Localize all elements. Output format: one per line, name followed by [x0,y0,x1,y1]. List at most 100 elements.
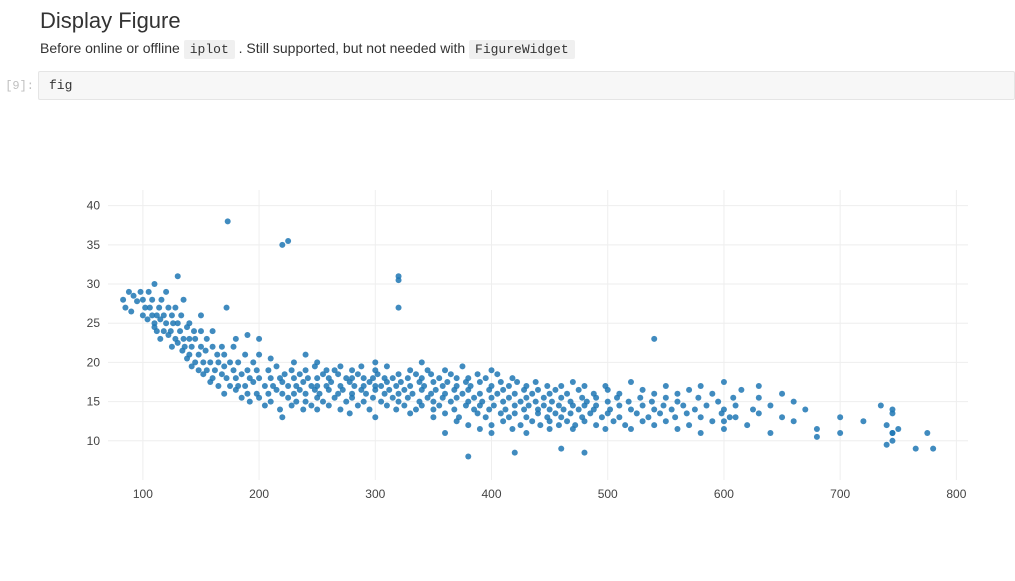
scatter-point[interactable] [419,375,425,381]
scatter-point[interactable] [537,422,543,428]
scatter-point[interactable] [303,399,309,405]
scatter-point[interactable] [756,383,762,389]
scatter-point[interactable] [860,418,866,424]
scatter-point[interactable] [459,391,465,397]
scatter-point[interactable] [889,430,895,436]
scatter-point[interactable] [500,387,506,393]
scatter-point[interactable] [335,391,341,397]
scatter-point[interactable] [219,344,225,350]
scatter-point[interactable] [224,375,230,381]
scatter-point[interactable] [924,430,930,436]
code-input[interactable]: fig [38,71,1015,100]
scatter-point[interactable] [721,379,727,385]
scatter-point[interactable] [347,410,353,416]
scatter-point[interactable] [355,371,361,377]
scatter-point[interactable] [335,371,341,377]
scatter-point[interactable] [291,375,297,381]
scatter-point[interactable] [622,422,628,428]
scatter-point[interactable] [268,356,274,362]
scatter-point[interactable] [407,383,413,389]
scatter-point[interactable] [317,391,323,397]
scatter-point[interactable] [486,406,492,412]
scatter-point[interactable] [210,328,216,334]
scatter-point[interactable] [802,406,808,412]
scatter-point[interactable] [523,414,529,420]
scatter-point[interactable] [593,422,599,428]
scatter-point[interactable] [581,450,587,456]
scatter-point[interactable] [564,391,570,397]
scatter-point[interactable] [674,399,680,405]
scatter-point[interactable] [384,403,390,409]
scatter-point[interactable] [407,410,413,416]
scatter-point[interactable] [433,387,439,393]
scatter-point[interactable] [401,403,407,409]
scatter-point[interactable] [491,403,497,409]
scatter-point[interactable] [262,383,268,389]
scatter-point[interactable] [300,406,306,412]
scatter-point[interactable] [396,399,402,405]
scatter-point[interactable] [177,328,183,334]
scatter-point[interactable] [686,387,692,393]
scatter-point[interactable] [479,399,485,405]
scatter-point[interactable] [584,399,590,405]
scatter-point[interactable] [291,359,297,365]
scatter-point[interactable] [163,289,169,295]
scatter-point[interactable] [509,426,515,432]
scatter-point[interactable] [547,406,553,412]
scatter-point[interactable] [572,422,578,428]
scatter-point[interactable] [509,375,515,381]
scatter-point[interactable] [314,383,320,389]
scatter-point[interactable] [200,359,206,365]
scatter-point[interactable] [326,403,332,409]
scatter-point[interactable] [131,293,137,299]
scatter-point[interactable] [214,352,220,358]
scatter-point[interactable] [767,403,773,409]
scatter-point[interactable] [161,328,167,334]
scatter-point[interactable] [640,387,646,393]
scatter-point[interactable] [506,383,512,389]
scatter-point[interactable] [616,403,622,409]
scatter-point[interactable] [628,406,634,412]
scatter-point[interactable] [475,371,481,377]
scatter-point[interactable] [126,289,132,295]
scatter-point[interactable] [721,418,727,424]
scatter-point[interactable] [558,414,564,420]
scatter-point[interactable] [320,399,326,405]
scatter-point[interactable] [235,383,241,389]
scatter-point[interactable] [384,363,390,369]
scatter-point[interactable] [471,395,477,401]
scatter-point[interactable] [529,418,535,424]
scatter-point[interactable] [207,359,213,365]
scatter-point[interactable] [181,297,187,303]
scatter-point[interactable] [791,399,797,405]
scatter-point[interactable] [361,399,367,405]
scatter-point[interactable] [210,375,216,381]
scatter-point[interactable] [242,352,248,358]
scatter-point[interactable] [250,379,256,385]
scatter-point[interactable] [547,418,553,424]
scatter-point[interactable] [444,379,450,385]
scatter-point[interactable] [156,305,162,311]
scatter-point[interactable] [256,352,262,358]
scatter-point[interactable] [489,395,495,401]
scatter-point[interactable] [767,430,773,436]
scatter-point[interactable] [593,395,599,401]
scatter-point[interactable] [305,375,311,381]
scatter-point[interactable] [738,387,744,393]
scatter-point[interactable] [151,281,157,287]
scatter-point[interactable] [651,422,657,428]
scatter-point[interactable] [428,391,434,397]
scatter-point[interactable] [158,297,164,303]
scatter-point[interactable] [814,434,820,440]
scatter-point[interactable] [506,395,512,401]
scatter-point[interactable] [181,336,187,342]
scatter-point[interactable] [494,391,500,397]
scatter-point[interactable] [340,387,346,393]
scatter-point[interactable] [192,336,198,342]
scatter-point[interactable] [878,403,884,409]
scatter-point[interactable] [628,426,634,432]
scatter-point[interactable] [837,414,843,420]
scatter-point[interactable] [384,379,390,385]
scatter-point[interactable] [477,391,483,397]
scatter-point[interactable] [535,406,541,412]
